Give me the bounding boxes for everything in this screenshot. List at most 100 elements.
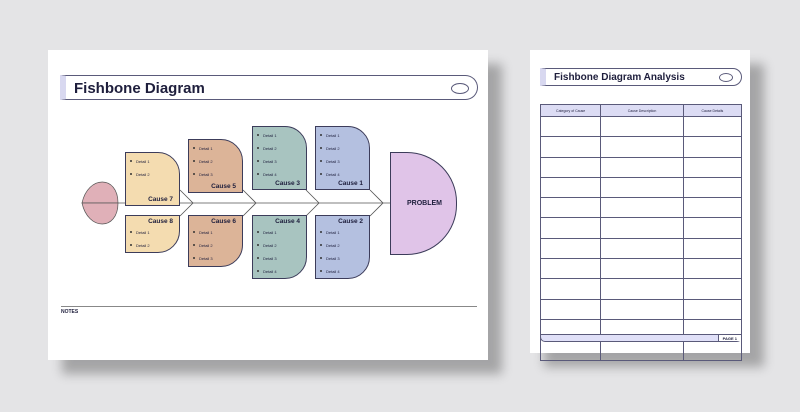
col-description: Cause Description bbox=[600, 104, 684, 117]
table-cell[interactable] bbox=[600, 156, 684, 178]
cause-label: Cause 4 bbox=[275, 218, 300, 225]
detail-item: Detail 4 bbox=[320, 168, 369, 181]
table-row bbox=[539, 197, 743, 219]
detail-list: Detail 1 Detail 2 Detail 3 Detail 4 bbox=[253, 129, 306, 181]
table-cell[interactable] bbox=[682, 237, 743, 260]
detail-list: Detail 1 Detail 2 Detail 3 bbox=[189, 142, 242, 181]
table-cell[interactable] bbox=[539, 136, 602, 158]
detail-item: Detail 3 bbox=[193, 252, 242, 265]
detail-item: Detail 4 bbox=[257, 265, 306, 278]
detail-list: Detail 1 Detail 2 Detail 3 Detail 4 bbox=[316, 129, 369, 181]
table-cell[interactable] bbox=[539, 156, 602, 178]
table-row bbox=[539, 339, 743, 361]
tail-bottom bbox=[81, 202, 119, 225]
table-cell[interactable] bbox=[600, 278, 684, 300]
detail-list: Detail 1 Detail 2 Detail 3 Detail 4 bbox=[253, 226, 306, 278]
col-details: Cause Details bbox=[682, 104, 743, 117]
analysis-title: Fishbone Diagram Analysis bbox=[554, 72, 685, 83]
analysis-page: Fishbone Diagram Analysis Category of Ca… bbox=[530, 50, 750, 361]
analysis-table: Category of Cause Cause Description Caus… bbox=[539, 104, 743, 361]
detail-item: Detail 1 bbox=[193, 142, 242, 155]
table-cell[interactable] bbox=[600, 115, 684, 138]
table-row bbox=[539, 217, 743, 239]
detail-item: Detail 4 bbox=[320, 265, 369, 278]
detail-item: Detail 1 bbox=[320, 226, 369, 239]
cause-label: Cause 7 bbox=[148, 196, 173, 203]
table-cell[interactable] bbox=[539, 278, 602, 300]
table-row bbox=[539, 156, 743, 178]
detail-item: Detail 4 bbox=[257, 168, 306, 181]
table-cell[interactable] bbox=[539, 197, 602, 219]
table-cell[interactable] bbox=[682, 339, 743, 361]
table-cell[interactable] bbox=[682, 217, 743, 239]
cause-box: Cause 3 Detail 1 Detail 2 Detail 3 Detail 4 bbox=[252, 126, 307, 190]
table-cell[interactable] bbox=[600, 197, 684, 219]
table-cell[interactable] bbox=[682, 197, 743, 219]
cause-box: Cause 7 Detail 1 Detail 2 bbox=[125, 152, 180, 206]
detail-item: Detail 3 bbox=[320, 155, 369, 168]
cause-box: Cause 4 Detail 1 Detail 2 Detail 3 Detail 4 bbox=[252, 215, 307, 279]
detail-item: Detail 2 bbox=[320, 142, 369, 155]
table-cell[interactable] bbox=[682, 298, 743, 320]
table-row bbox=[539, 298, 743, 320]
detail-item: Detail 2 bbox=[193, 239, 242, 252]
detail-list: Detail 1 Detail 2 Detail 3 Detail 4 bbox=[316, 226, 369, 278]
detail-item: Detail 2 bbox=[320, 239, 369, 252]
detail-item: Detail 1 bbox=[130, 226, 179, 239]
cause-label: Cause 8 bbox=[148, 218, 173, 225]
table-cell[interactable] bbox=[600, 176, 684, 199]
table-cell[interactable] bbox=[539, 298, 602, 320]
fish-icon bbox=[719, 73, 733, 82]
table-cell[interactable] bbox=[600, 217, 684, 239]
detail-item: Detail 1 bbox=[130, 155, 179, 168]
detail-item: Detail 2 bbox=[257, 239, 306, 252]
detail-item: Detail 1 bbox=[257, 226, 306, 239]
table-cell[interactable] bbox=[600, 298, 684, 320]
table-cell[interactable] bbox=[682, 258, 743, 280]
detail-item: Detail 3 bbox=[320, 252, 369, 265]
cause-box: Cause 6 Detail 1 Detail 2 Detail 3 bbox=[188, 215, 243, 267]
table-cell[interactable] bbox=[539, 237, 602, 260]
table-row bbox=[539, 278, 743, 300]
table-cell[interactable] bbox=[682, 176, 743, 199]
table-row bbox=[539, 258, 743, 280]
table-cell[interactable] bbox=[539, 176, 602, 199]
table-cell[interactable] bbox=[600, 237, 684, 260]
table-cell[interactable] bbox=[682, 278, 743, 300]
cause-box: Cause 5 Detail 1 Detail 2 Detail 3 bbox=[188, 139, 243, 193]
detail-list: Detail 1 Detail 2 bbox=[126, 226, 179, 252]
table-cell[interactable] bbox=[600, 136, 684, 158]
table-cell[interactable] bbox=[600, 339, 684, 361]
analysis-title-bar: Fishbone Diagram Analysis bbox=[540, 68, 742, 86]
table-cell[interactable] bbox=[539, 115, 602, 138]
table-cell[interactable] bbox=[539, 217, 602, 239]
detail-item: Detail 1 bbox=[257, 129, 306, 142]
table-cell[interactable] bbox=[539, 339, 602, 361]
detail-item: Detail 2 bbox=[193, 155, 242, 168]
page-title: Fishbone Diagram bbox=[74, 80, 205, 97]
detail-list: Detail 1 Detail 2 bbox=[126, 155, 179, 181]
table-cell[interactable] bbox=[682, 136, 743, 158]
fish-icon bbox=[451, 83, 469, 94]
detail-list: Detail 1 Detail 2 Detail 3 bbox=[189, 226, 242, 265]
table-cell[interactable] bbox=[682, 115, 743, 138]
table-row bbox=[539, 136, 743, 158]
detail-item: Detail 2 bbox=[257, 142, 306, 155]
notes-label: NOTES bbox=[61, 309, 79, 315]
fishbone-diagram-page: Fishbone Diagram Cause 1 Detail 1 Detail 2… bbox=[48, 50, 488, 360]
col-category: Category of Cause bbox=[539, 104, 602, 117]
table-cell[interactable] bbox=[539, 258, 602, 280]
page-number: PAGE 1 bbox=[717, 335, 741, 341]
problem-label: PROBLEM bbox=[407, 200, 442, 207]
table-row bbox=[539, 237, 743, 260]
table-cell[interactable] bbox=[600, 258, 684, 280]
cause-label: Cause 6 bbox=[211, 218, 236, 225]
title-bar: Fishbone Diagram bbox=[60, 75, 478, 100]
cause-box: Cause 8 Detail 1 Detail 2 bbox=[125, 215, 180, 253]
table-footer: PAGE 1 bbox=[540, 334, 742, 342]
detail-item: Detail 2 bbox=[130, 168, 179, 181]
table-cell[interactable] bbox=[682, 156, 743, 178]
cause-box: Cause 1 Detail 1 Detail 2 Detail 3 Detail 4 bbox=[315, 126, 370, 190]
table-row bbox=[539, 176, 743, 199]
table-row bbox=[539, 115, 743, 138]
